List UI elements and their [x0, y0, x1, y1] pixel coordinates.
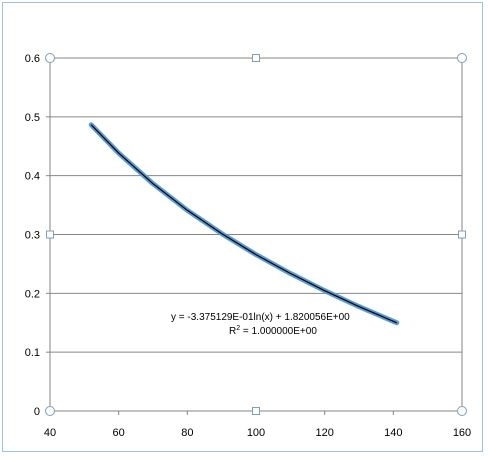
y-tick-label: 0.6 [25, 53, 40, 65]
edge-resize-handle[interactable] [46, 230, 54, 239]
r-squared-prefix: R [229, 326, 236, 337]
y-tick-label: 0.3 [25, 230, 40, 242]
chart-area[interactable]: 0 0.1 0.2 0.3 0.4 0.5 0.6 40 60 80 100 120 140 160 y … [2, 2, 483, 452]
x-tick-label: 100 [247, 427, 265, 439]
edge-resize-handle[interactable] [458, 230, 466, 239]
y-tick-label: 0.5 [25, 112, 40, 124]
x-tick-label: 60 [113, 427, 125, 439]
x-tick-label: 160 [453, 427, 471, 439]
axes [46, 57, 463, 415]
edge-resize-handle[interactable] [252, 407, 260, 415]
y-tick-label: 0.2 [25, 288, 40, 300]
selection-handles [45, 53, 467, 416]
x-tick-label: 80 [181, 427, 193, 439]
y-tick-label: 0.4 [25, 171, 40, 183]
edge-resize-handle[interactable] [252, 54, 260, 62]
r-squared-superscript: 2 [236, 325, 240, 332]
trendline[interactable] [90, 124, 398, 324]
gridlines [50, 57, 462, 353]
series-layer [88, 122, 400, 326]
y-tick-label: 0.1 [25, 347, 40, 359]
corner-resize-handle[interactable] [457, 406, 467, 416]
corner-resize-handle[interactable] [45, 53, 55, 63]
x-tick-label: 40 [44, 427, 56, 439]
x-tick-label: 120 [315, 427, 333, 439]
corner-resize-handle[interactable] [45, 406, 55, 416]
x-tick-label: 140 [384, 427, 402, 439]
chart-svg: 0 0.1 0.2 0.3 0.4 0.5 0.6 40 60 80 100 120 140 160 y … [25, 53, 471, 439]
corner-resize-handle[interactable] [457, 53, 467, 63]
trendline-annotation[interactable]: y = -3.375129E-01ln(x) + 1.820056E+00 R2… [171, 312, 350, 337]
tick-labels: 0 0.1 0.2 0.3 0.4 0.5 0.6 40 60 80 100 120 140 160 [25, 53, 471, 439]
trendline-r-squared: R2 = 1.000000E+00 [229, 325, 317, 337]
r-squared-value: = 1.000000E+00 [240, 326, 317, 337]
y-tick-label: 0 [34, 406, 40, 418]
trendline-equation: y = -3.375129E-01ln(x) + 1.820056E+00 [171, 312, 350, 323]
